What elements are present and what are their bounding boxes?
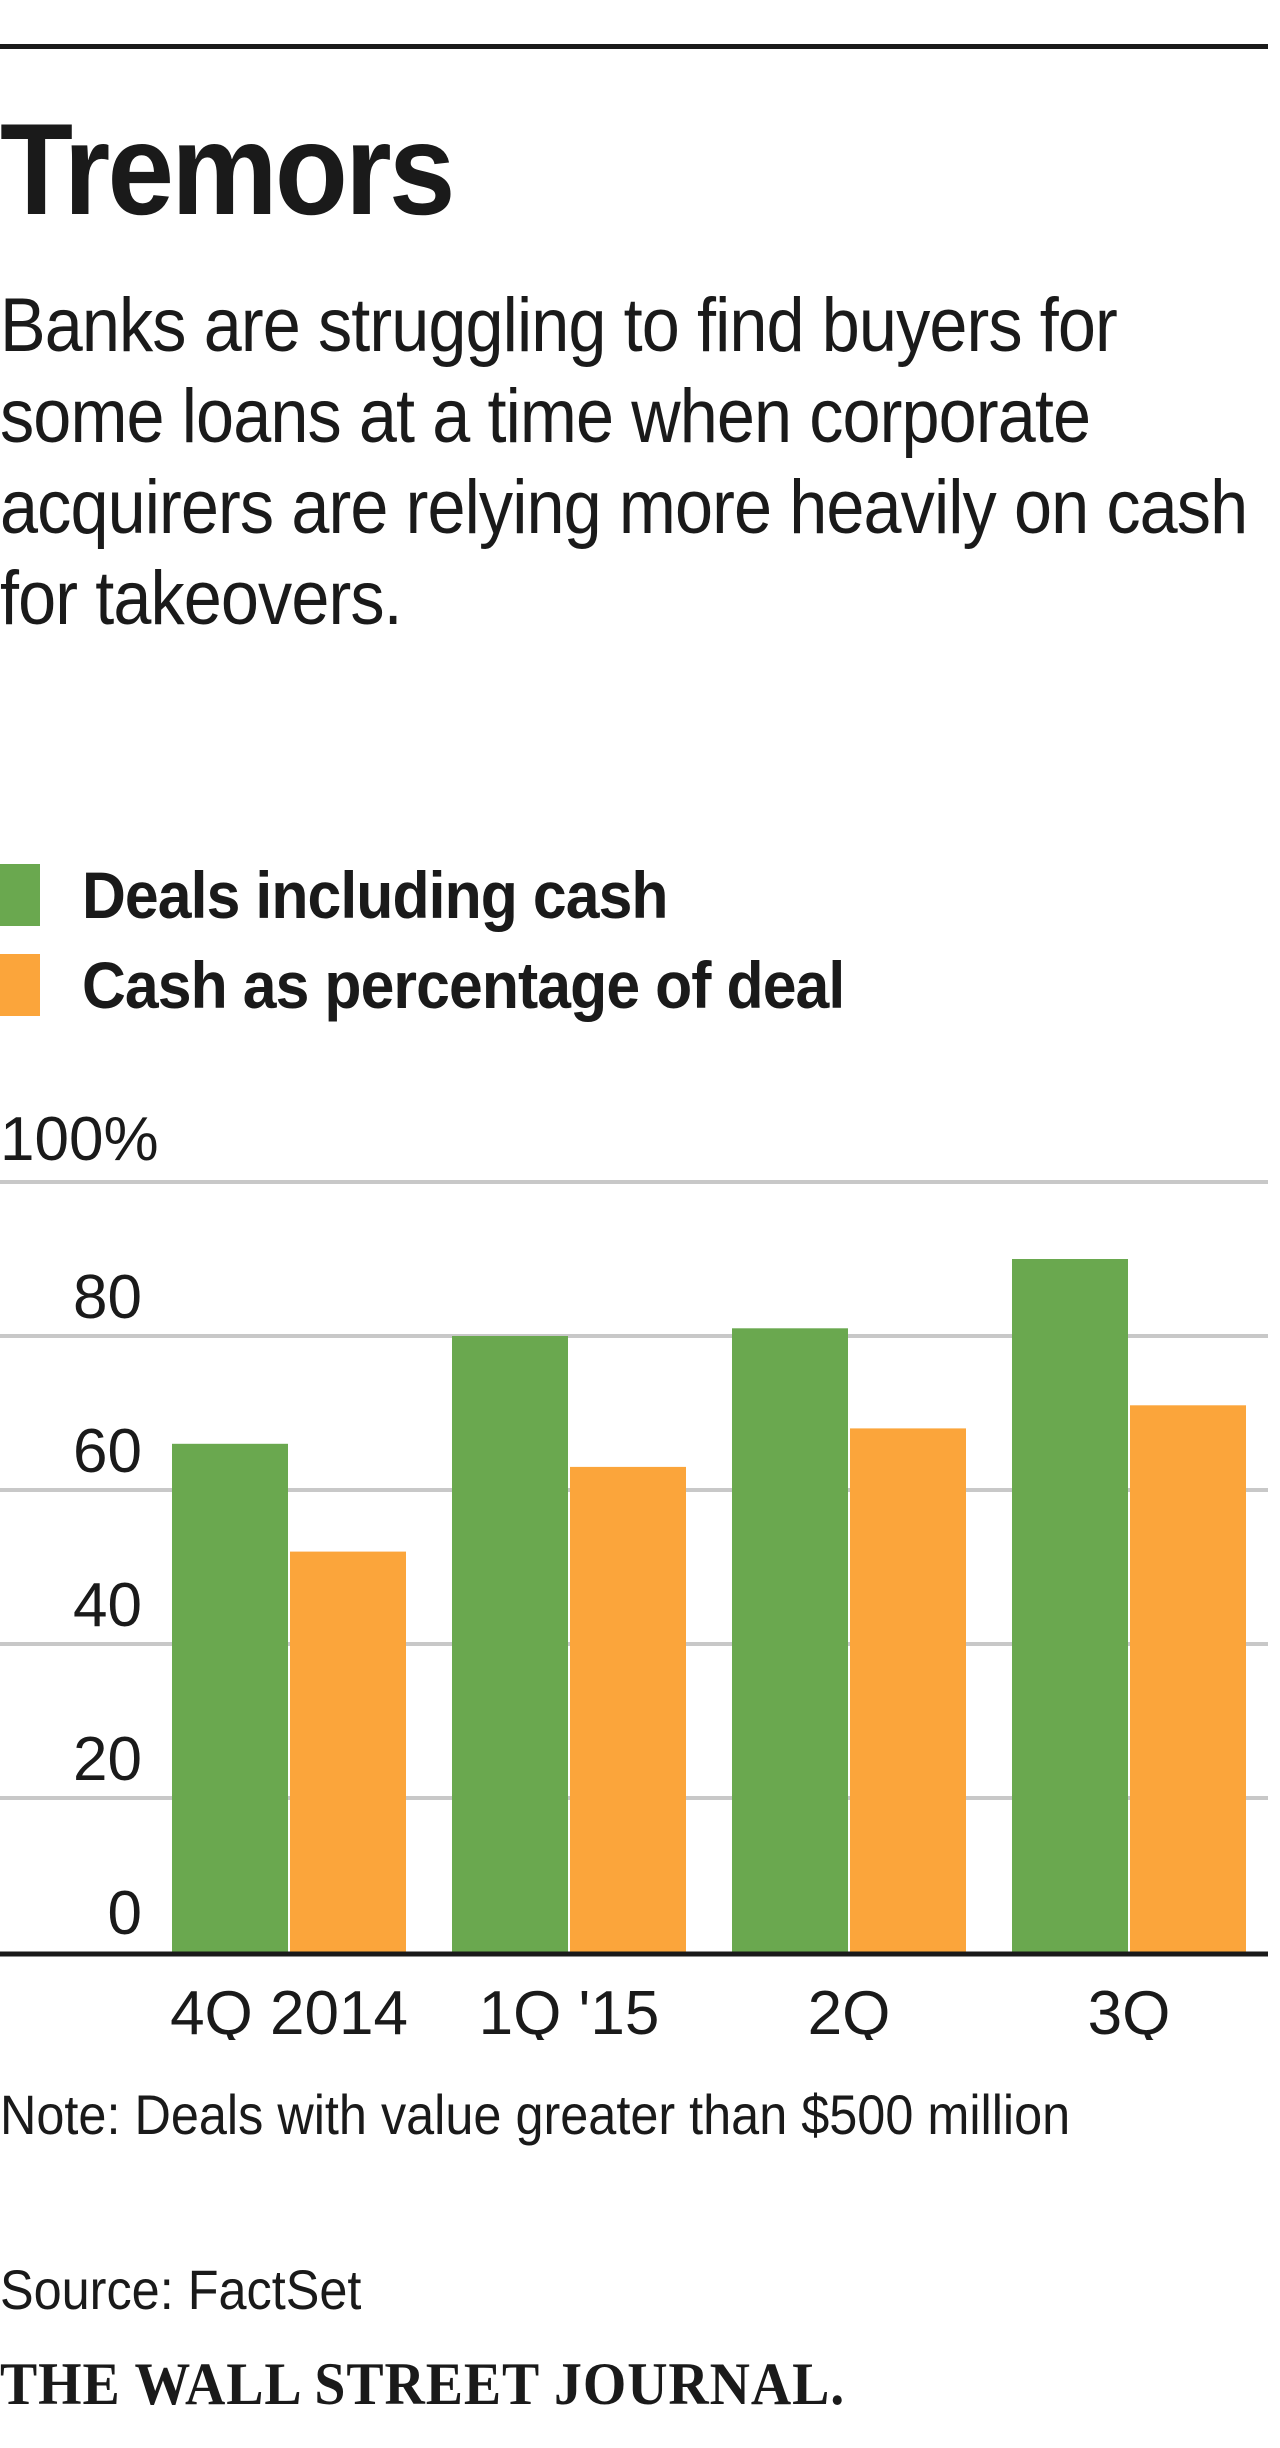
y-tick-label: 100%: [0, 1105, 159, 1174]
legend-label: Cash as percentage of deal: [82, 948, 845, 1022]
y-tick-label: 40: [73, 1571, 142, 1640]
chart-source: Source: FactSet: [0, 2258, 362, 2321]
x-tick-label: 2Q: [808, 1979, 891, 2040]
x-tick-label: 1Q '15: [479, 1979, 660, 2040]
legend-swatch-orange: [0, 954, 40, 1016]
bar-deals-including-cash: [732, 1328, 848, 1952]
legend-swatch-green: [0, 864, 40, 926]
x-tick-label: 3Q: [1088, 1979, 1171, 2040]
y-tick-label: 60: [73, 1417, 142, 1486]
chart-title: Tremors: [0, 96, 455, 242]
bar-cash-percentage: [290, 1551, 406, 1952]
y-tick-label: 20: [73, 1725, 142, 1794]
top-rule: [0, 44, 1268, 49]
y-tick-label: 0: [108, 1879, 142, 1948]
publisher-logo: THE WALL STREET JOURNAL.: [0, 2351, 846, 2417]
chart-subtitle: Banks are struggling to find buyers for …: [0, 283, 1248, 641]
bar-deals-including-cash: [172, 1443, 288, 1952]
bar-cash-percentage: [570, 1466, 686, 1952]
legend-item-deals-including-cash: Deals including cash: [0, 850, 911, 940]
bar-cash-percentage: [850, 1428, 966, 1952]
bar-cash-percentage: [1130, 1405, 1246, 1952]
bar-chart: 0 20 40 60 80 100% 4Q 2014 1Q '15 2Q 3Q: [0, 1105, 1268, 2040]
legend-label: Deals including cash: [82, 858, 669, 932]
bar-deals-including-cash: [1012, 1259, 1128, 1952]
legend: Deals including cash Cash as percentage …: [0, 850, 911, 1030]
y-tick-label: 80: [73, 1263, 142, 1332]
legend-item-cash-percentage: Cash as percentage of deal: [0, 940, 911, 1030]
chart-note: Note: Deals with value greater than $500…: [0, 2083, 1071, 2146]
x-tick-label: 4Q 2014: [170, 1979, 408, 2040]
bar-deals-including-cash: [452, 1336, 568, 1952]
